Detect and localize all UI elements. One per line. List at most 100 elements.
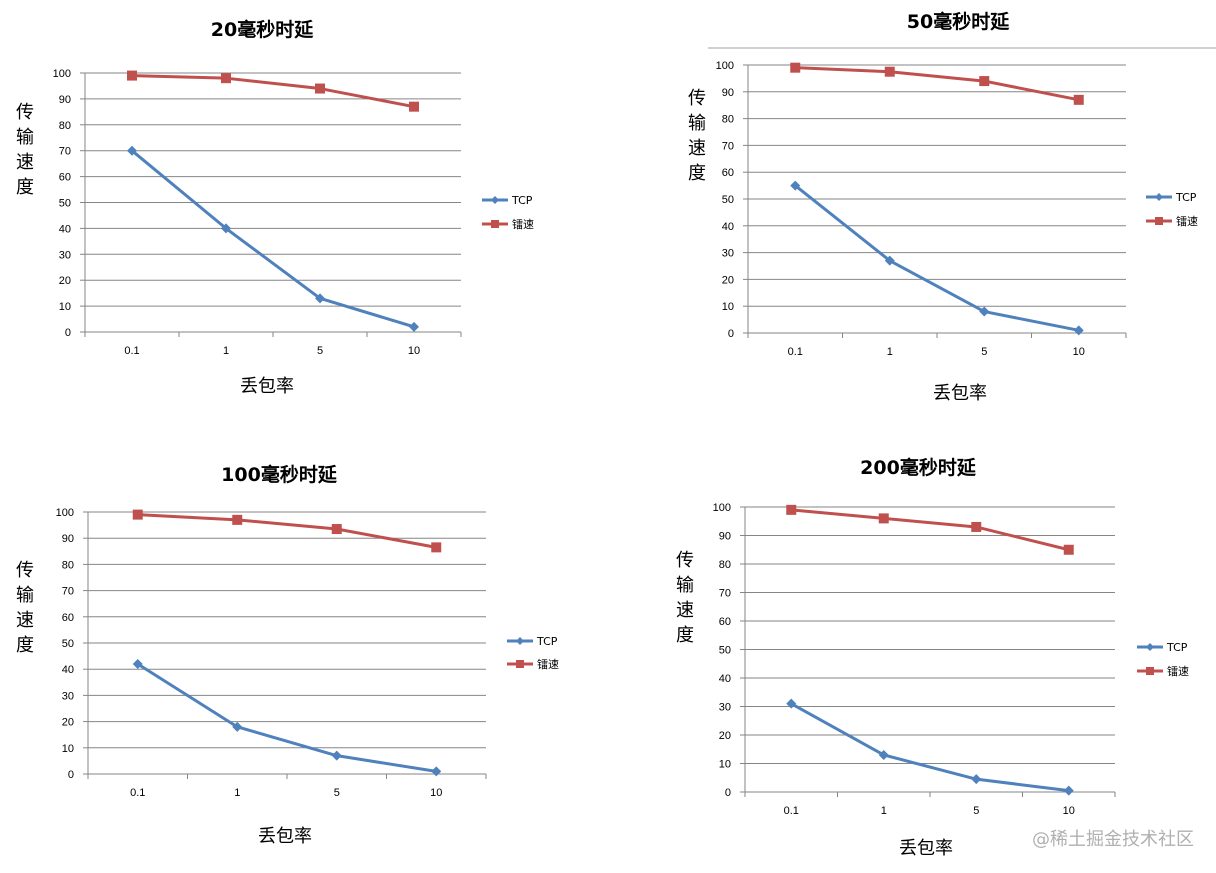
y-tick-label: 30 [719,702,731,714]
y-axis-label: 传输速度 [676,550,694,646]
y-tick-label: 40 [59,223,71,235]
y-tick-label: 80 [719,559,731,571]
y-tick-label: 10 [722,301,734,313]
data-point-raysync [1073,94,1084,105]
y-tick-label: 30 [722,248,734,260]
x-tick-label: 1 [887,346,893,358]
data-point-tcp [878,749,889,760]
data-point-tcp [127,145,137,156]
x-tick-label: 5 [317,345,323,357]
y-tick-label: 50 [59,198,71,210]
data-point-tcp [979,306,990,317]
x-tick-label: 1 [881,805,887,817]
data-point-tcp [431,766,442,777]
y-tick-label: 70 [719,588,731,600]
y-tick-label: 100 [716,60,734,72]
x-axis-label: 丢包率 [933,383,987,404]
y-tick-label: 10 [59,301,71,313]
series-line-tcp [790,702,1069,793]
y-tick-label: 30 [62,690,74,702]
y-tick-label: 0 [65,327,71,339]
legend-marker [1146,667,1154,675]
y-tick-label: 10 [62,743,74,755]
x-tick-label: 10 [1063,805,1075,817]
series-line-tcp [131,149,415,329]
y-axis-label: 传输速度 [688,88,706,184]
y-tick-label: 40 [722,221,734,233]
y-axis-label: 传输速度 [16,102,34,198]
chart-panel-2: 0 10 20 30 40 50 60 70 80 90 100 0.1 1 5 10 TCP 镭速 50毫秒时延… [688,10,1216,404]
y-tick-label: 70 [59,146,71,158]
y-tick-label: 90 [719,531,731,543]
legend-label: TCP [1166,641,1188,654]
y-tick-label: 0 [68,769,74,781]
x-tick-label: 10 [430,787,442,799]
y-tick-label: 80 [722,114,734,126]
legend-marker [491,220,499,228]
legend-marker [491,196,499,204]
series-line-raysync [137,513,437,549]
x-tick-label: 0.1 [124,345,139,357]
data-point-tcp [971,774,982,785]
data-point-raysync [786,504,797,515]
data-point-tcp [1063,785,1074,796]
y-tick-label: 60 [722,167,734,179]
y-axis-label: 传输速度 [16,560,34,656]
chart-title: 200毫秒时延 [860,456,977,479]
chart-panel-4: 0 10 20 30 40 50 60 70 80 90 100 0.1 1 5 10 TCP 镭速 200毫秒时… [676,456,1189,859]
series-line-raysync [795,66,1080,102]
legend-label: 镭速 [512,217,534,231]
y-tick-label: 70 [62,586,74,598]
x-tick-label: 0.1 [788,346,803,358]
data-point-tcp [884,255,895,266]
chart-title: 50毫秒时延 [907,10,1010,33]
data-point-raysync [431,542,442,553]
y-tick-label: 60 [62,612,74,624]
data-point-tcp [232,721,243,732]
data-point-raysync [221,73,231,84]
series-line-raysync [791,508,1070,552]
series-line-tcp [794,184,1080,332]
x-tick-label: 5 [334,787,340,799]
data-point-tcp [315,293,325,304]
data-point-raysync [232,514,243,525]
y-tick-label: 60 [719,616,731,628]
y-tick-label: 0 [728,328,734,340]
chart-panel-3: 0 10 20 30 40 50 60 70 80 90 100 0.1 1 5 10 TCP 镭速 100毫秒时… [16,463,559,847]
y-tick-label: 100 [713,502,731,514]
legend-label: 镭速 [1176,214,1198,228]
legend-label: TCP [536,635,558,648]
y-tick-label: 70 [722,140,734,152]
data-point-raysync [878,513,889,524]
y-tick-label: 90 [59,94,71,106]
data-point-tcp [1073,325,1084,336]
y-tick-label: 50 [719,645,731,657]
x-tick-label: 5 [981,346,987,358]
y-tick-label: 100 [56,507,74,519]
y-tick-label: 20 [719,730,731,742]
y-tick-label: 0 [725,787,731,799]
y-tick-label: 40 [62,664,74,676]
y-tick-label: 80 [62,559,74,571]
y-tick-label: 30 [59,249,71,261]
data-point-tcp [331,750,342,761]
y-tick-label: 100 [53,68,71,80]
x-tick-label: 1 [223,345,229,357]
y-tick-label: 20 [59,275,71,287]
legend-label: TCP [511,194,533,207]
chart-title: 100毫秒时延 [221,463,338,486]
data-point-tcp [132,658,143,669]
data-point-raysync [1063,544,1074,555]
x-axis-label: 丢包率 [240,376,294,397]
data-point-tcp [790,180,801,191]
y-tick-label: 20 [62,717,74,729]
legend-marker [516,637,524,645]
data-point-raysync [132,509,143,520]
legend-label: 镭速 [1167,664,1189,678]
y-tick-label: 50 [722,194,734,206]
data-point-raysync [971,521,982,532]
legend-marker [1155,193,1163,201]
x-tick-label: 10 [1073,346,1085,358]
data-point-raysync [884,66,895,77]
